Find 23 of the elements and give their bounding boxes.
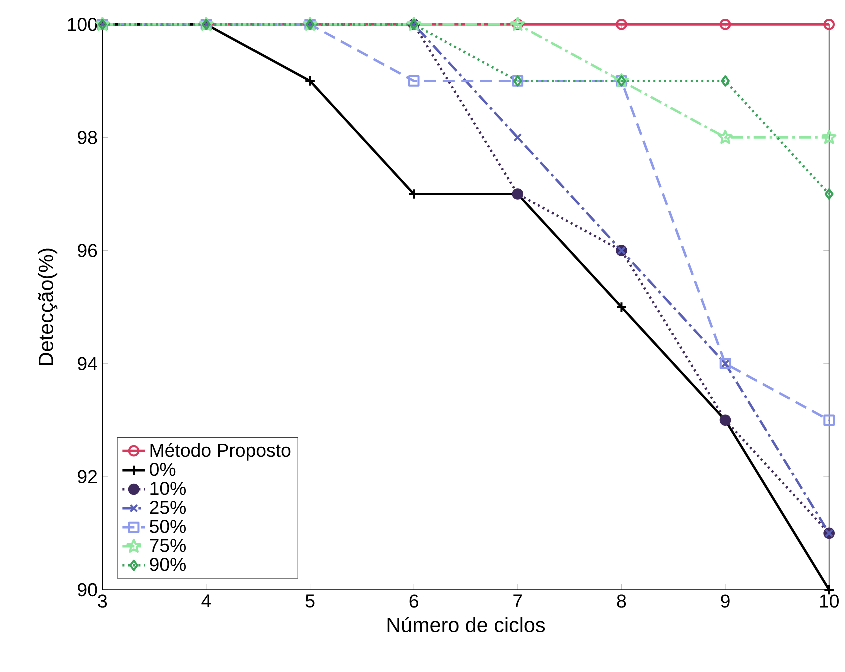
x-tick-label: 8 xyxy=(617,594,626,608)
y-tick-label: 90 xyxy=(78,583,98,597)
y-tick-label: 98 xyxy=(78,131,98,144)
x-tick-label: 9 xyxy=(721,594,730,608)
legend-label: 10% xyxy=(150,482,186,496)
y-tick-label: 94 xyxy=(78,357,98,370)
legend-label: 0% xyxy=(150,462,176,476)
x-tick-label: 6 xyxy=(410,594,418,608)
y-axis-title: Detecção(%) xyxy=(38,248,58,366)
y-tick-label: 92 xyxy=(78,470,98,484)
legend-label: 50% xyxy=(150,520,186,534)
x-tick-label: 3 xyxy=(98,594,108,608)
x-tick-label: 5 xyxy=(306,594,315,608)
legend-label: 25% xyxy=(150,501,186,514)
x-tick-label: 10 xyxy=(820,594,839,608)
x-tick-label: 7 xyxy=(514,594,522,608)
y-tick-label: 96 xyxy=(78,244,98,258)
y-tick-label: 100 xyxy=(68,18,98,32)
legend-label: Método Proposto xyxy=(150,443,291,461)
legend-label: 90% xyxy=(150,558,186,572)
x-tick-label: 4 xyxy=(202,594,212,608)
legend-label: 75% xyxy=(150,539,186,552)
x-axis-title: Número de ciclos xyxy=(388,617,546,633)
